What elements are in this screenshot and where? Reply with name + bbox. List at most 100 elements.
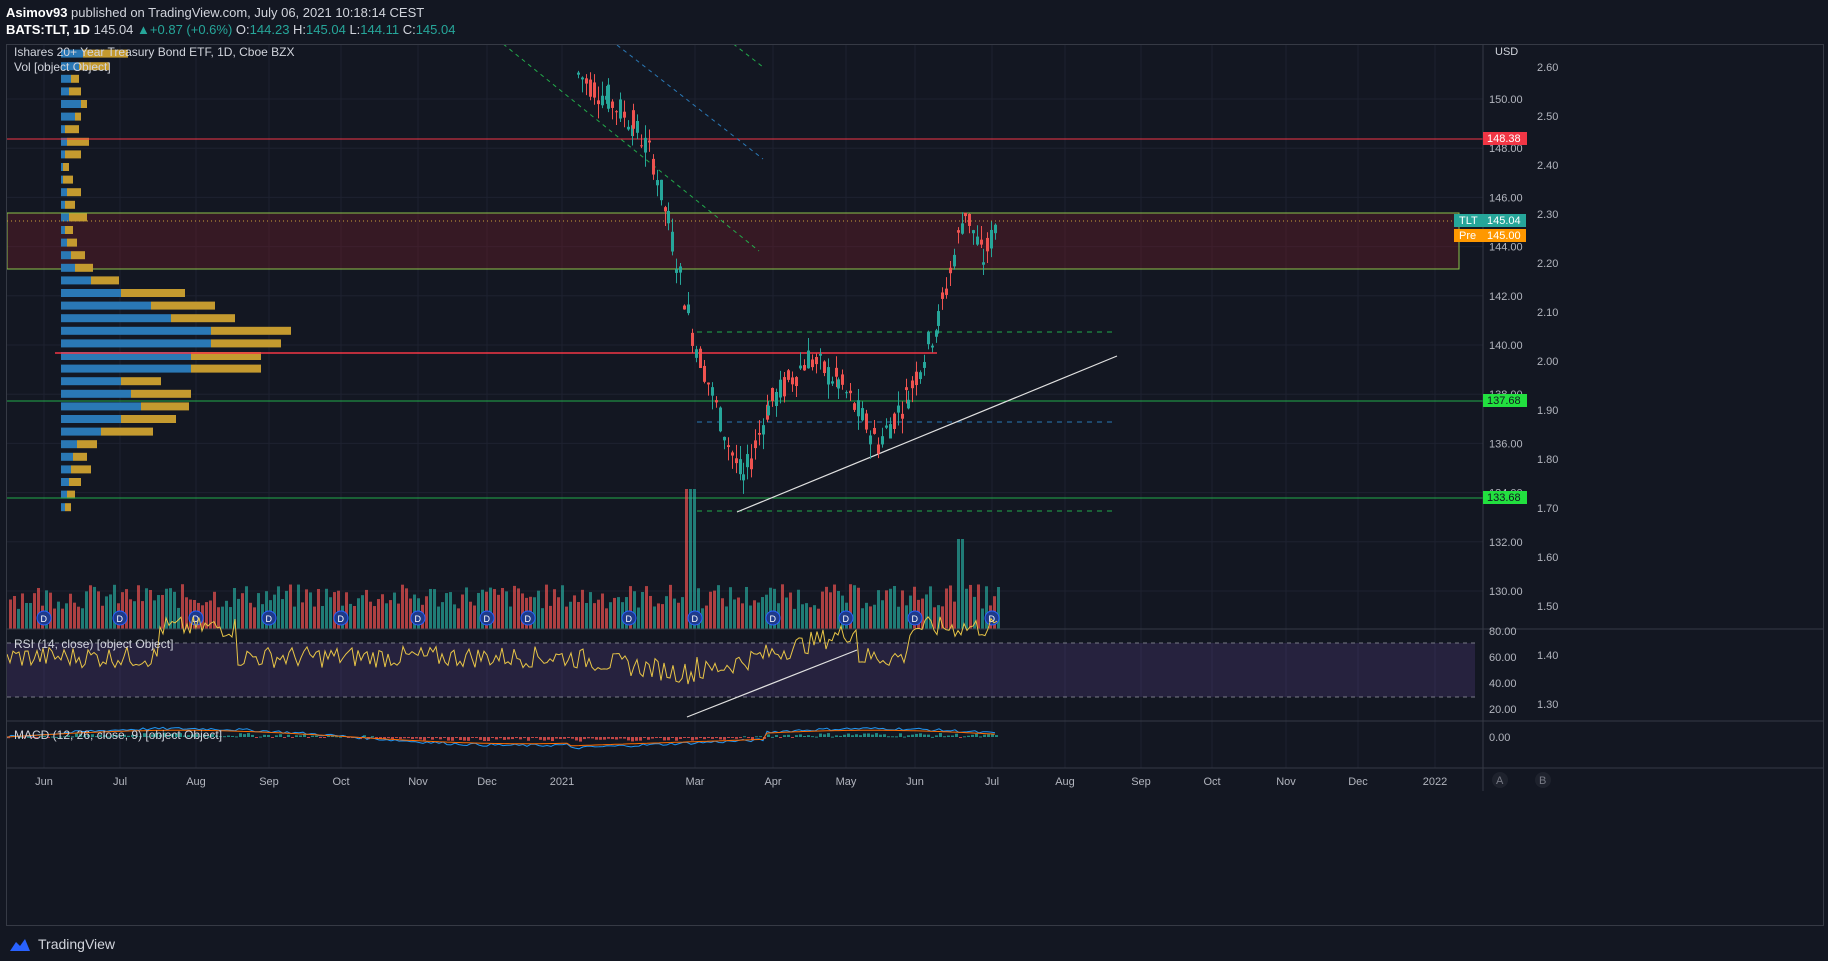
candle-body xyxy=(877,444,880,454)
signal-line xyxy=(6,729,996,747)
rsi-axis[interactable]: 80.00 60.00 40.00 20.00 xyxy=(1489,626,1517,716)
macd-hist-bar xyxy=(647,737,650,740)
macd-hist-bar xyxy=(315,735,318,737)
candle-body xyxy=(976,236,979,245)
volume-bar xyxy=(457,608,460,629)
volume-bar xyxy=(941,606,944,629)
uptrend-line[interactable] xyxy=(736,355,1118,513)
rsi-tick-label: 60.00 xyxy=(1489,652,1517,664)
author-name[interactable]: Asimov93 xyxy=(6,5,68,20)
macd-hist-bar xyxy=(871,734,874,737)
macd-hist-bar xyxy=(747,737,750,739)
macd-line xyxy=(6,726,996,750)
volume-bar xyxy=(109,594,112,629)
resistance-zone[interactable] xyxy=(6,212,1460,270)
volume-bar xyxy=(425,596,428,629)
chart-container[interactable]: D D D D D D D D D D D D D D Ishares 20+ Year Treasury… xyxy=(6,37,1824,926)
profile-bar-up xyxy=(61,226,65,234)
svg-text:B[interactable]: B xyxy=(1539,775,1546,787)
macd-hist-bar xyxy=(31,737,34,738)
volume-bar xyxy=(17,608,20,629)
log-scale-button[interactable]: B xyxy=(1535,772,1551,788)
macd-hist-bar xyxy=(799,734,802,737)
macd-hist-bar xyxy=(363,735,366,737)
price-axis[interactable]: 150.00148.00146.00144.00142.00140.00138.… xyxy=(1489,62,1558,711)
volume-bar xyxy=(753,600,756,629)
macd-hist-bar xyxy=(291,737,294,738)
profile-bar-up xyxy=(61,314,171,323)
volume-bar xyxy=(569,601,572,629)
rsi-line xyxy=(6,616,998,685)
macd-tick-label: 0.00 xyxy=(1489,732,1510,744)
macd-hist-bar xyxy=(319,737,322,738)
rsi-trendline[interactable] xyxy=(686,649,858,718)
macd-hist-bar xyxy=(287,734,290,737)
volume-bar xyxy=(69,593,72,629)
candle-body xyxy=(889,424,892,439)
volume-bar xyxy=(393,592,396,629)
channel-mid-dashed[interactable] xyxy=(616,44,764,160)
tradingview-cloud-icon xyxy=(10,939,30,951)
macd-hist-bar xyxy=(135,735,138,737)
macd-axis[interactable]: 0.00 xyxy=(1489,732,1510,744)
macd-hist-bar xyxy=(159,734,162,737)
candle-body xyxy=(758,433,761,435)
volume-bar xyxy=(761,597,764,629)
profile-bar-down xyxy=(71,465,91,474)
volume-tick-label: 1.40 xyxy=(1537,650,1558,662)
profile-bar-down xyxy=(67,137,89,146)
chart-canvas[interactable]: D D D D D D D D D D D D D D Ishares 20+ Year Treasury… xyxy=(6,37,1823,925)
tradingview-logo[interactable]: TradingView xyxy=(8,936,115,952)
volume-tick-label: 1.80 xyxy=(1537,454,1558,466)
profile-bar-up xyxy=(61,251,71,260)
volume-bar xyxy=(253,607,256,629)
time-axis[interactable]: Jun Jul Aug Sep Oct Nov Dec 2021 Mar Apr May Jun Jul… xyxy=(35,776,1447,788)
profile-bar-down xyxy=(71,251,85,260)
macd-hist-bar xyxy=(323,737,326,738)
time-tick-label: Jul xyxy=(985,776,999,788)
volume-bar xyxy=(405,588,408,629)
macd-hist-bar xyxy=(167,736,170,738)
macd-hist-bar xyxy=(651,737,654,739)
macd-hist-bar xyxy=(691,737,694,741)
svg-text:A[interactable]: A xyxy=(1496,775,1504,787)
macd-hist-bar xyxy=(35,737,38,738)
up-arrow-icon: ▲ xyxy=(137,22,150,37)
dividend-marker-label: D xyxy=(843,614,850,624)
volume-tick-label: 1.30 xyxy=(1537,699,1558,711)
volume-bar xyxy=(145,588,148,629)
candle-body xyxy=(849,390,852,394)
candle-body xyxy=(719,407,722,432)
candle-body xyxy=(945,288,948,295)
macd-hist-bar xyxy=(635,737,638,741)
volume-bar xyxy=(25,602,28,629)
candle-body xyxy=(994,224,997,234)
channel-upper-dashed[interactable] xyxy=(726,38,764,68)
dividend-marker xyxy=(112,610,128,626)
macd-hist-bar xyxy=(887,736,890,738)
volume-bar xyxy=(133,601,136,629)
legend-title: Ishares 20+ Year Treasury Bond ETF, 1D, … xyxy=(14,45,294,59)
auto-scale-button[interactable]: A xyxy=(1492,772,1508,788)
macd-hist-bar xyxy=(715,737,718,738)
macd-hist-bar xyxy=(51,736,54,738)
profile-bar-up xyxy=(61,200,65,209)
macd-hist-bar xyxy=(299,735,302,737)
volume-bar xyxy=(833,584,836,629)
publish-line: Asimov93 published on TradingView.com, J… xyxy=(6,5,424,20)
candle-body xyxy=(707,382,710,385)
volume-bar xyxy=(581,589,584,629)
dividend-marker-label: D xyxy=(338,614,345,624)
channel-lower-dashed[interactable] xyxy=(496,38,760,252)
macd-hist-bar xyxy=(923,734,926,737)
volume-bar xyxy=(461,594,464,629)
macd-hist-bar xyxy=(271,737,274,738)
macd-hist-bar xyxy=(735,737,738,739)
candle-body xyxy=(915,371,918,386)
profile-bar-up xyxy=(61,125,65,134)
profile-bar-down xyxy=(71,74,79,83)
macd-hist-bar xyxy=(139,736,142,738)
currency-label[interactable]: USD xyxy=(1495,46,1518,58)
volume-bar xyxy=(181,584,184,629)
profile-bar-up xyxy=(61,175,63,184)
